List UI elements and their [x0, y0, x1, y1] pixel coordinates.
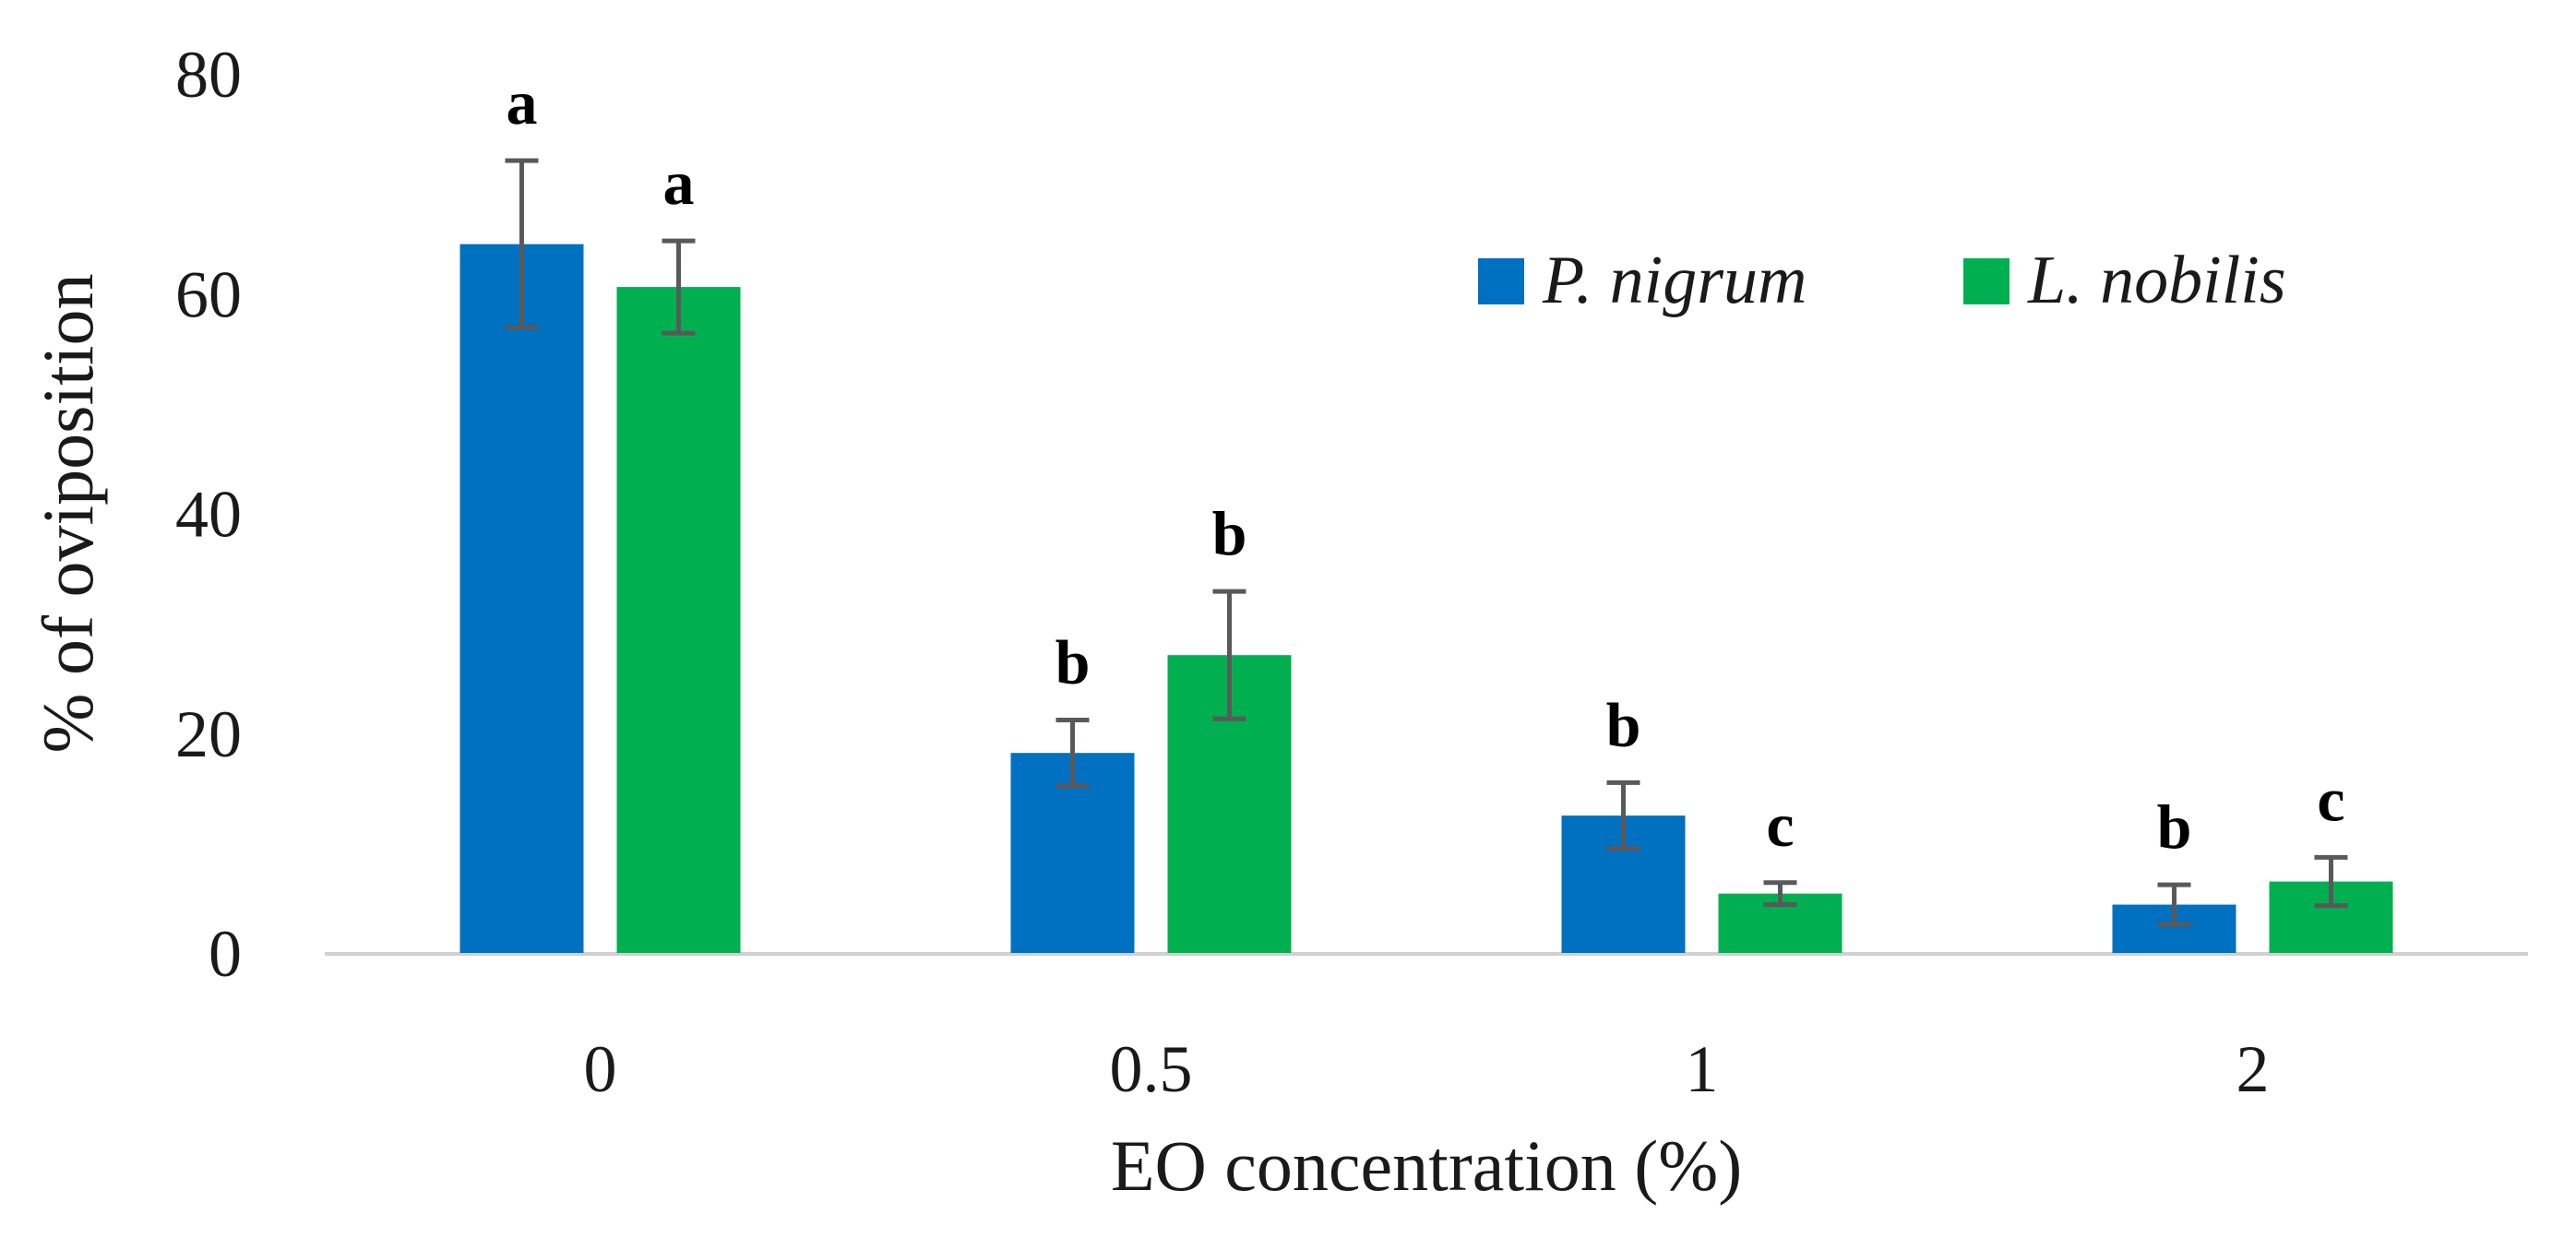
x-axis-title: EO concentration (%): [1111, 1125, 1742, 1206]
x-tick-label: 1: [1686, 1032, 1719, 1106]
y-axis-ticks: 0 20 40 60 80: [175, 38, 242, 991]
y-tick-label: 80: [175, 38, 242, 112]
significance-letter: b: [1055, 626, 1091, 696]
bar: [459, 244, 584, 953]
significance-letter: c: [2317, 764, 2344, 834]
bar: [616, 287, 741, 953]
error-bars-group: [505, 158, 2348, 927]
x-tick-label: 0: [584, 1032, 617, 1106]
significance-letter: b: [1212, 498, 1247, 568]
y-tick-label: 0: [209, 917, 242, 991]
significance-letter: a: [663, 148, 695, 218]
legend-swatch: [1963, 258, 2010, 304]
significance-letter: a: [507, 67, 538, 137]
legend-swatch: [1478, 258, 1524, 304]
significance-letter: b: [1606, 689, 1641, 759]
x-axis-ticks: 0 0.5 1 2: [584, 1032, 2270, 1106]
legend-label: L. nobilis: [2027, 243, 2286, 318]
y-axis-title: % of oviposition: [28, 274, 108, 754]
significance-letter: b: [2157, 792, 2192, 862]
legend: P. nigrum L. nobilis: [1478, 243, 2286, 318]
significance-letter: c: [1766, 790, 1794, 860]
y-tick-label: 60: [175, 257, 242, 331]
significance-letters-group: a a b b b c b c: [507, 67, 2345, 862]
y-tick-label: 20: [175, 697, 242, 771]
y-tick-label: 40: [175, 478, 242, 552]
x-tick-label: 2: [2236, 1032, 2270, 1106]
bars-group: [459, 244, 2393, 953]
x-tick-label: 0.5: [1110, 1032, 1193, 1106]
legend-label: P. nigrum: [1542, 243, 1807, 318]
